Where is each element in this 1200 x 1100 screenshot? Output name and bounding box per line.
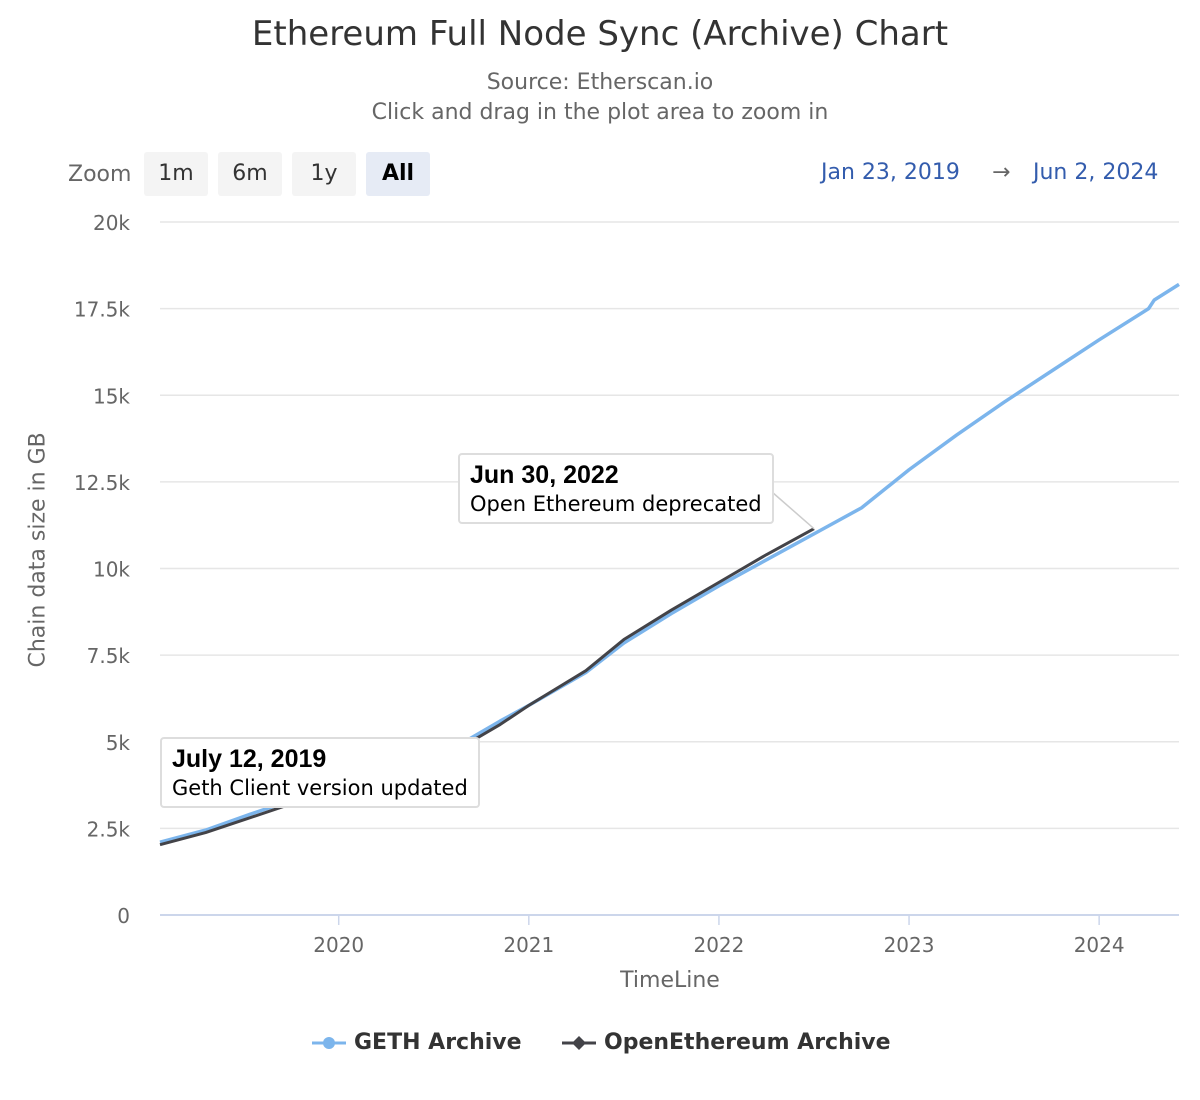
zoom-1y-button[interactable]: 1y bbox=[292, 152, 356, 196]
legend-item-geth[interactable]: GETH Archive bbox=[312, 1030, 522, 1055]
zoom-label: Zoom bbox=[68, 162, 132, 187]
y-tick-label: 12.5k bbox=[74, 471, 131, 495]
y-tick-label: 20k bbox=[93, 211, 130, 235]
y-tick-label: 2.5k bbox=[87, 817, 131, 841]
zoom-1m-button[interactable]: 1m bbox=[144, 152, 208, 196]
y-tick-label: 7.5k bbox=[87, 644, 131, 668]
y-tick-label: 0 bbox=[117, 904, 130, 928]
x-axis-title: TimeLine bbox=[620, 968, 720, 993]
legend-label: GETH Archive bbox=[354, 1030, 522, 1055]
annotation-text: Geth Client version updated bbox=[172, 776, 468, 800]
zoom-all-button[interactable]: All bbox=[366, 152, 430, 196]
y-tick-label: 10k bbox=[93, 558, 130, 582]
annotation-date: July 12, 2019 bbox=[172, 745, 327, 773]
range-arrow: → bbox=[992, 160, 1011, 185]
legend-label: OpenEthereum Archive bbox=[604, 1030, 891, 1055]
range-from-input[interactable]: Jan 23, 2019 bbox=[821, 160, 960, 185]
y-tick-label: 15k bbox=[93, 384, 130, 408]
zoom-hint: Click and drag in the plot area to zoom … bbox=[371, 100, 829, 125]
chart-title: Ethereum Full Node Sync (Archive) Chart bbox=[251, 14, 949, 54]
y-tick-label: 17.5k bbox=[74, 298, 131, 322]
x-tick-label: 2022 bbox=[693, 933, 744, 957]
legend-geth-marker-icon bbox=[312, 1036, 346, 1049]
y-tick-label: 5k bbox=[106, 731, 131, 755]
annotation-connector bbox=[771, 491, 815, 530]
chart-subtitle: Source: Etherscan.io bbox=[486, 70, 714, 95]
x-tick-label: 2020 bbox=[313, 933, 364, 957]
x-tick-label: 2021 bbox=[503, 933, 554, 957]
y-axis-title: Chain data size in GB bbox=[25, 432, 51, 668]
legend-openethereum-marker-icon bbox=[562, 1035, 596, 1050]
x-tick-label: 2024 bbox=[1074, 933, 1125, 957]
annotation-geth-update: July 12, 2019 Geth Client version update… bbox=[160, 737, 480, 808]
series-line-openethereum bbox=[159, 527, 815, 847]
annotation-text: Open Ethereum deprecated bbox=[470, 492, 762, 516]
annotation-openethereum-deprecated: Jun 30, 2022 Open Ethereum deprecated bbox=[458, 453, 774, 524]
x-tick-label: 2023 bbox=[884, 933, 935, 957]
zoom-6m-button[interactable]: 6m bbox=[218, 152, 282, 196]
annotation-date: Jun 30, 2022 bbox=[470, 461, 619, 489]
range-to-input[interactable]: Jun 2, 2024 bbox=[1033, 160, 1159, 185]
legend-item-openethereum[interactable]: OpenEthereum Archive bbox=[562, 1030, 891, 1055]
